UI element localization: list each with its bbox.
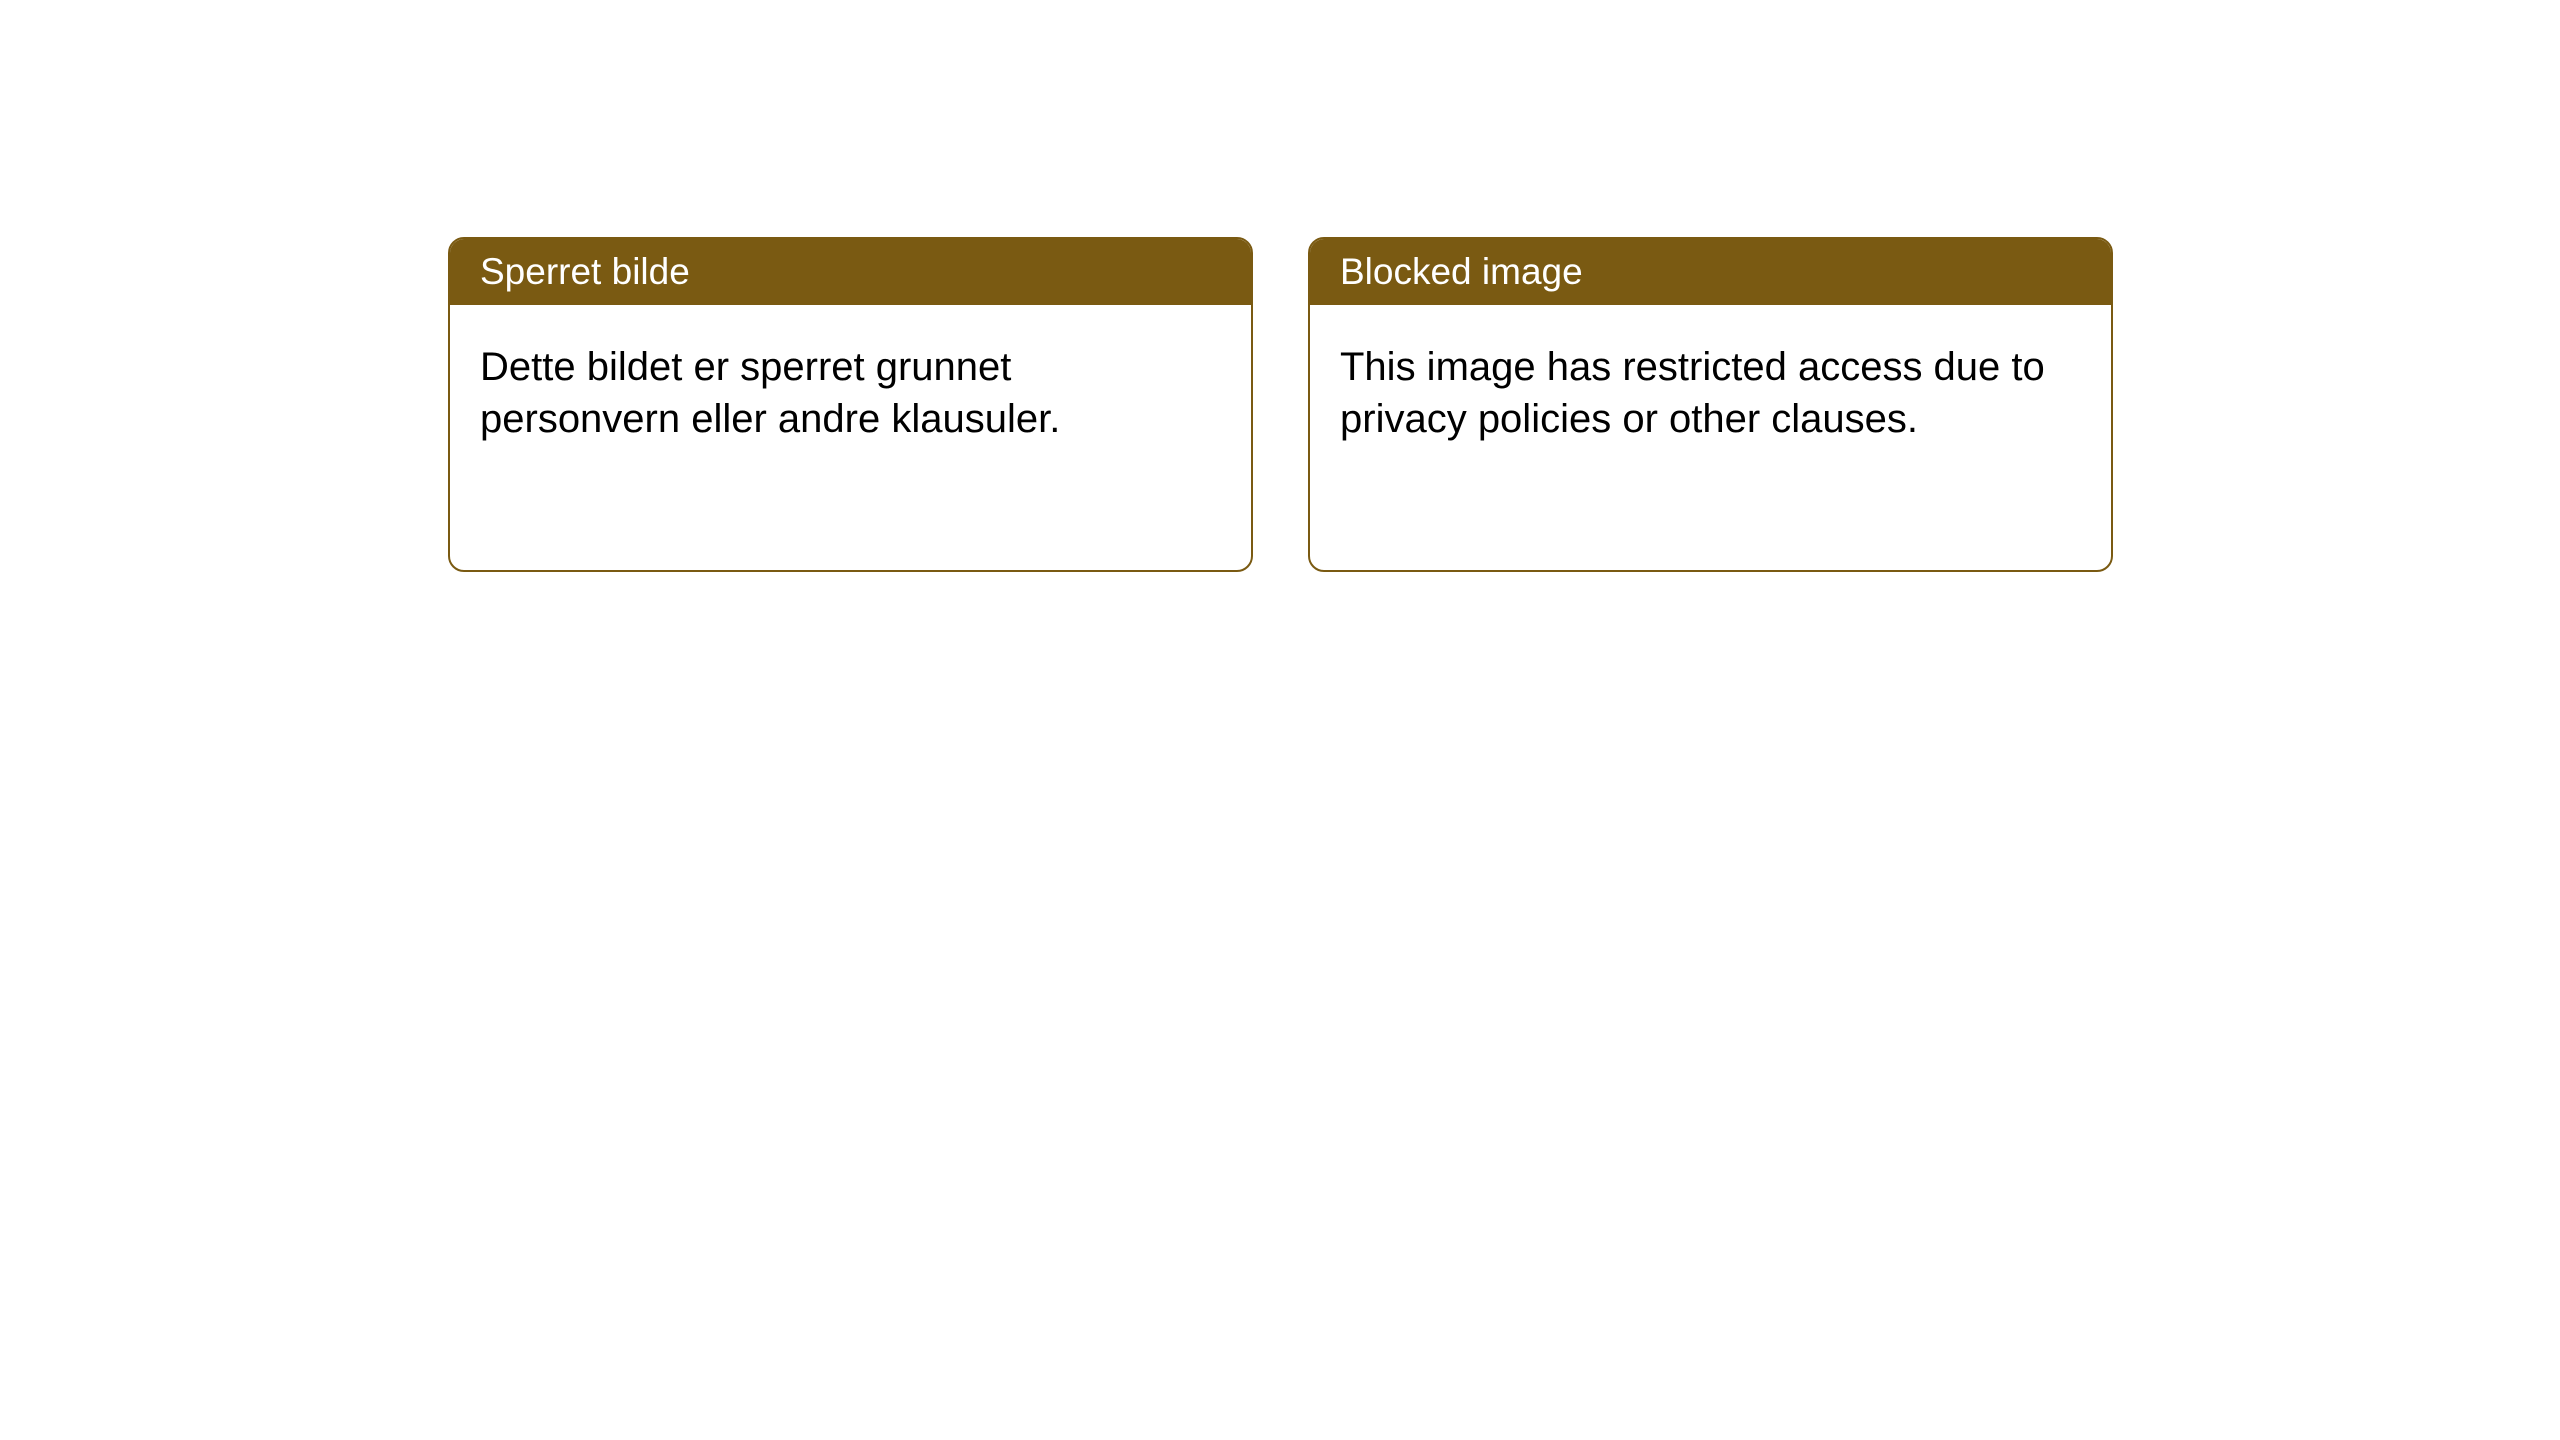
card-header: Blocked image <box>1310 239 2111 305</box>
card-body: This image has restricted access due to … <box>1310 305 2111 481</box>
card-header: Sperret bilde <box>450 239 1251 305</box>
notice-card-english: Blocked image This image has restricted … <box>1308 237 2113 572</box>
card-body-text: Dette bildet er sperret grunnet personve… <box>480 345 1060 441</box>
notice-card-norwegian: Sperret bilde Dette bildet er sperret gr… <box>448 237 1253 572</box>
card-body-text: This image has restricted access due to … <box>1340 345 2045 441</box>
card-title: Blocked image <box>1340 251 1583 292</box>
notice-cards-row: Sperret bilde Dette bildet er sperret gr… <box>0 0 2560 572</box>
card-title: Sperret bilde <box>480 251 690 292</box>
card-body: Dette bildet er sperret grunnet personve… <box>450 305 1251 481</box>
